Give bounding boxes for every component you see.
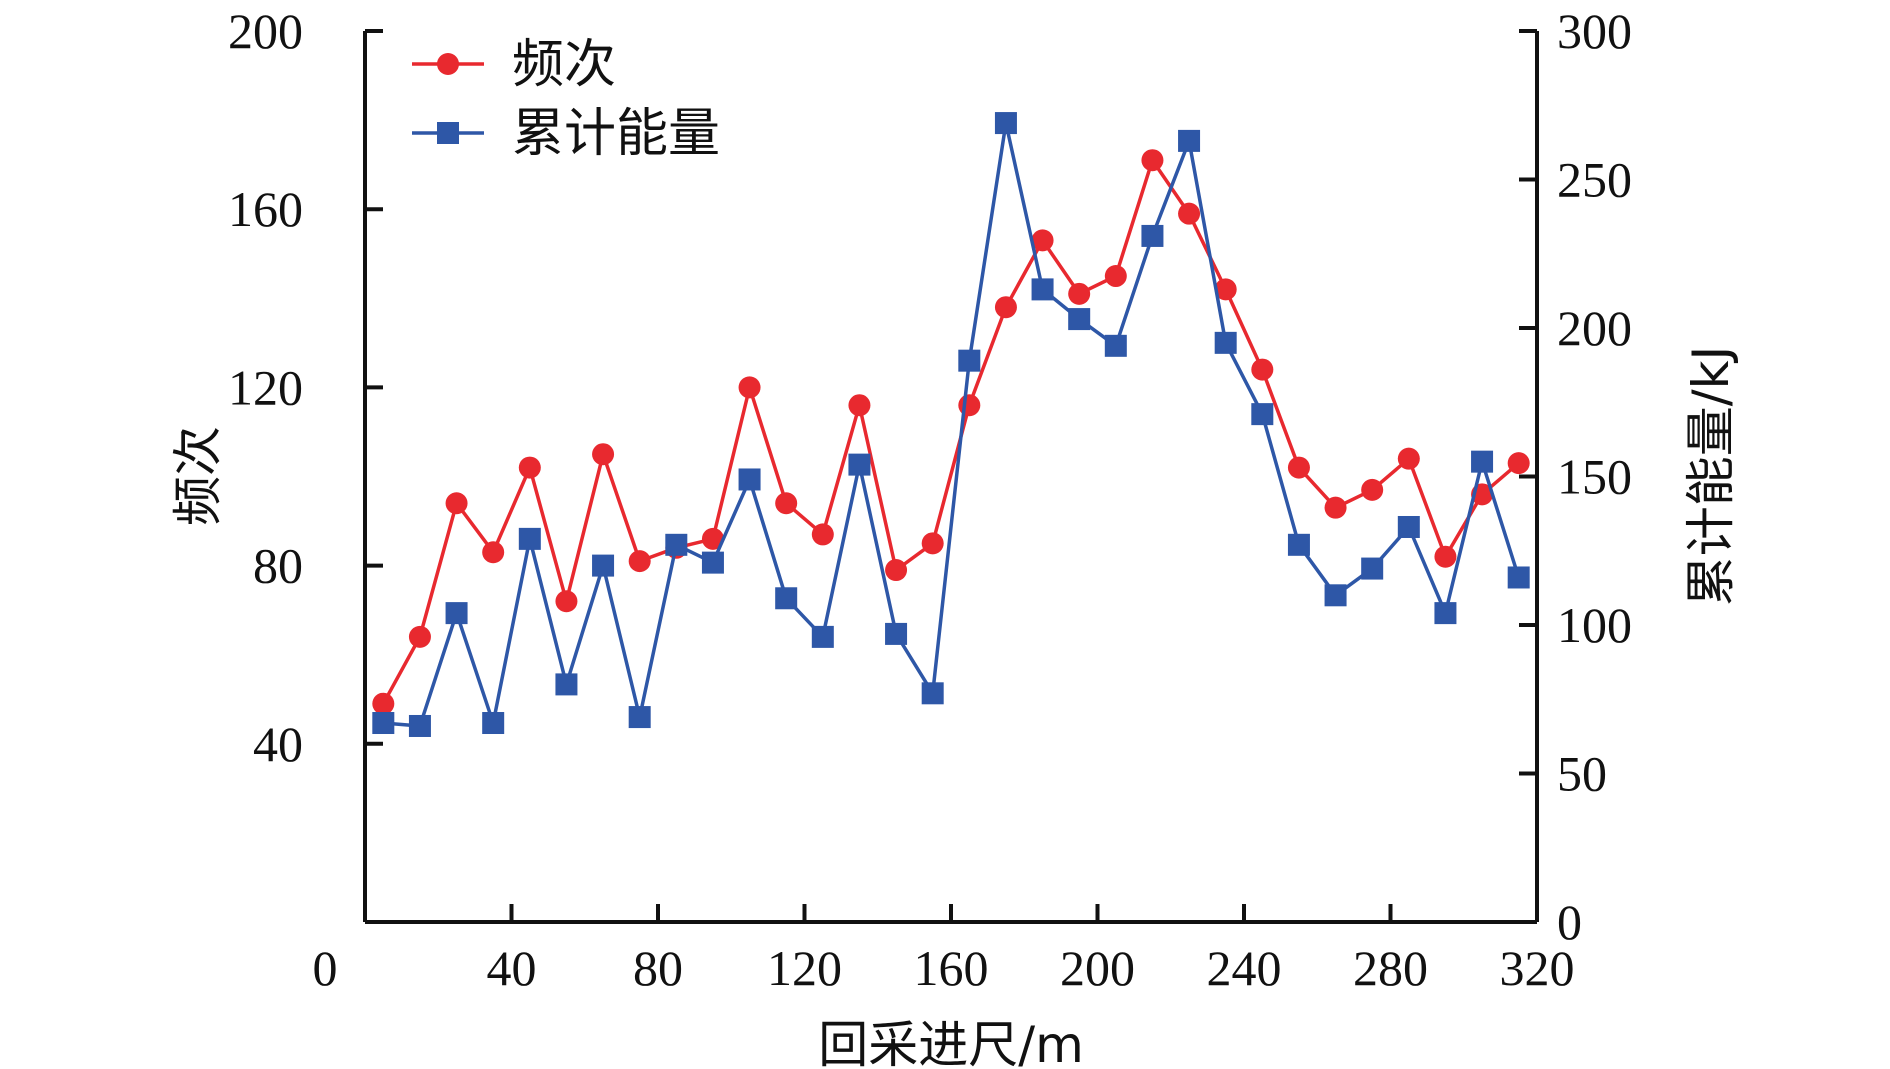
legend-marker-2 <box>437 122 459 144</box>
series-2-point <box>372 712 395 735</box>
series-1-point <box>1397 447 1420 470</box>
x-tick-label: 160 <box>914 940 989 996</box>
y-left-tick-label: 200 <box>228 3 303 59</box>
series-2-point <box>738 468 761 491</box>
y-right-tick-label: 100 <box>1557 597 1632 653</box>
y-right-tick-label: 200 <box>1557 300 1632 356</box>
series-1-point <box>885 559 908 582</box>
series-1-point <box>701 527 724 550</box>
series-2-point <box>1397 515 1420 538</box>
legend-label-2: 累计能量 <box>512 104 720 164</box>
y-left-tick-label: 160 <box>228 181 303 237</box>
series-2-point <box>1178 129 1201 152</box>
series-1-point <box>372 692 395 715</box>
y-right-tick-label: 250 <box>1557 152 1632 208</box>
series-2-point <box>518 527 541 550</box>
series-1-point <box>1031 229 1054 252</box>
x-tick-label: 0 <box>313 940 338 996</box>
series-1-point <box>1361 478 1384 501</box>
series-2-point <box>555 673 578 696</box>
series-1-point <box>628 550 651 573</box>
series-1-point <box>1251 358 1274 381</box>
series-2-point <box>1031 278 1054 301</box>
series-2-point <box>1507 566 1530 589</box>
x-tick-label: 40 <box>487 940 537 996</box>
series-2-point <box>1324 584 1347 607</box>
x-tick-label: 200 <box>1060 940 1135 996</box>
x-axis-title: 回采进尺/m <box>818 1016 1084 1069</box>
series-1-point <box>738 376 761 399</box>
series-2-point <box>701 551 724 574</box>
y-right-tick-label: 150 <box>1557 449 1632 505</box>
y-left-tick-label: 80 <box>253 538 303 594</box>
series-2-point <box>848 453 871 476</box>
series-2-point <box>1214 331 1237 354</box>
x-tick-label: 80 <box>633 940 683 996</box>
legend-marker-1 <box>437 53 459 75</box>
series-line-2 <box>383 121 1521 728</box>
series-2-point <box>1361 557 1384 580</box>
y-left-tick-label: 40 <box>253 716 303 772</box>
series-1-point <box>811 523 834 546</box>
series-1-point <box>1068 282 1091 305</box>
series-2-point <box>408 714 431 737</box>
x-tick-label: 320 <box>1500 940 1575 996</box>
series-layer <box>372 112 1530 737</box>
x-tick-label: 120 <box>767 940 842 996</box>
series-2-point <box>1434 602 1457 625</box>
y-right-tick-label: 50 <box>1557 746 1607 802</box>
series-1-point <box>408 625 431 648</box>
series-1-point <box>958 394 981 417</box>
series-2-point <box>1068 308 1091 331</box>
series-2-point <box>811 625 834 648</box>
series-2-point <box>1287 533 1310 556</box>
x-tick-label: 240 <box>1207 940 1282 996</box>
series-1-point <box>848 394 871 417</box>
series-2-point <box>665 533 688 556</box>
series-1-point <box>518 456 541 479</box>
series-2-point <box>885 622 908 645</box>
series-1-point <box>1178 202 1201 225</box>
series-line-1 <box>381 158 1520 705</box>
series-2-point <box>958 349 981 372</box>
series-2-point <box>628 706 651 729</box>
axes-layer: 0 40 80 120 160 200 240 280 320 40 80 120 160 200 0 50 1… <box>169 3 1740 1069</box>
series-2-point <box>1471 450 1494 473</box>
y-right-axis-title: 累计能量/kJ <box>1682 346 1740 607</box>
series-1-point <box>775 492 798 515</box>
series-1-point <box>555 590 578 613</box>
series-2-point <box>592 554 615 577</box>
series-2-point <box>1251 403 1274 426</box>
series-2-point <box>994 112 1017 135</box>
series-2-point <box>482 712 505 735</box>
y-right-tick-label: 300 <box>1557 3 1632 59</box>
series-2-point <box>445 602 468 625</box>
series-1-point <box>1214 278 1237 301</box>
series-1-point <box>1141 149 1164 172</box>
y-right-tick-label: 0 <box>1557 894 1582 950</box>
series-1-point <box>592 443 615 466</box>
series-1-point <box>1324 496 1347 519</box>
series-2-point <box>775 587 798 610</box>
x-tick-label: 280 <box>1353 940 1428 996</box>
series-2-point <box>921 682 944 705</box>
series-1-point <box>445 492 468 515</box>
series-1-point <box>1507 452 1530 475</box>
legend-label-1: 频次 <box>512 35 616 95</box>
series-1-point <box>482 541 505 564</box>
series-1-point <box>994 296 1017 319</box>
series-1-point <box>1434 545 1457 568</box>
y-left-axis-title: 频次 <box>169 426 227 526</box>
series-1-point <box>921 532 944 555</box>
series-2-point <box>1104 334 1127 357</box>
series-2-point <box>1141 224 1164 247</box>
series-1-point <box>1287 456 1310 479</box>
y-left-tick-label: 120 <box>228 359 303 415</box>
series-1-point <box>1104 265 1127 288</box>
